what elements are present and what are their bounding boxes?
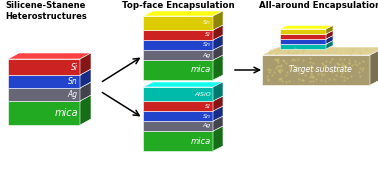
Text: Ag: Ag — [203, 52, 211, 57]
Bar — [143, 111, 213, 121]
Polygon shape — [143, 35, 223, 40]
Polygon shape — [143, 82, 223, 87]
Bar — [143, 101, 213, 111]
Polygon shape — [80, 95, 91, 125]
Bar — [8, 101, 80, 125]
Text: Sn: Sn — [68, 77, 78, 86]
Bar — [143, 121, 213, 131]
Text: Si: Si — [71, 62, 78, 71]
Polygon shape — [143, 11, 223, 16]
Polygon shape — [213, 106, 223, 121]
Bar — [8, 75, 80, 88]
Bar — [143, 40, 213, 50]
Bar — [143, 131, 213, 151]
Polygon shape — [213, 35, 223, 50]
Bar — [8, 88, 80, 101]
Bar — [262, 55, 370, 85]
Polygon shape — [80, 82, 91, 101]
Polygon shape — [213, 25, 223, 40]
Polygon shape — [213, 11, 223, 30]
Polygon shape — [326, 25, 333, 34]
Polygon shape — [213, 96, 223, 111]
Text: Sn: Sn — [203, 113, 211, 119]
Text: Ag: Ag — [68, 90, 78, 99]
Polygon shape — [8, 95, 91, 101]
Polygon shape — [213, 45, 223, 60]
Bar — [143, 87, 213, 101]
Polygon shape — [262, 47, 378, 55]
Text: AlSiO: AlSiO — [194, 92, 211, 97]
Text: All-around Encapsulation: All-around Encapsulation — [259, 1, 378, 10]
Text: Ag: Ag — [203, 124, 211, 129]
Text: Si: Si — [205, 103, 211, 108]
Polygon shape — [213, 55, 223, 80]
Text: Sn: Sn — [203, 20, 211, 25]
Polygon shape — [213, 116, 223, 131]
Bar — [143, 50, 213, 60]
Polygon shape — [143, 106, 223, 111]
Polygon shape — [280, 25, 333, 29]
Text: mica: mica — [54, 108, 78, 118]
Text: Top-face Encapsulation: Top-face Encapsulation — [122, 1, 234, 10]
Bar — [143, 60, 213, 80]
Polygon shape — [143, 96, 223, 101]
Polygon shape — [370, 47, 378, 85]
Text: Target substrate: Target substrate — [288, 66, 352, 75]
Bar — [280, 29, 326, 34]
Text: Sn: Sn — [203, 43, 211, 48]
Bar — [8, 59, 80, 75]
Polygon shape — [143, 25, 223, 30]
Polygon shape — [143, 55, 223, 60]
Bar — [143, 16, 213, 30]
Polygon shape — [143, 116, 223, 121]
Polygon shape — [280, 35, 333, 39]
Polygon shape — [326, 40, 333, 49]
Polygon shape — [143, 126, 223, 131]
Bar — [143, 30, 213, 40]
Polygon shape — [213, 126, 223, 151]
Polygon shape — [143, 45, 223, 50]
Polygon shape — [280, 40, 333, 44]
Polygon shape — [8, 82, 91, 88]
Text: mica: mica — [191, 136, 211, 145]
Polygon shape — [8, 53, 91, 59]
Polygon shape — [8, 69, 91, 75]
Text: Si: Si — [205, 33, 211, 38]
Polygon shape — [326, 30, 333, 39]
Text: mica: mica — [191, 66, 211, 75]
Polygon shape — [80, 69, 91, 88]
Text: Silicene-Stanene
Heterostructures: Silicene-Stanene Heterostructures — [5, 1, 87, 21]
Bar — [280, 44, 326, 49]
Polygon shape — [280, 30, 333, 34]
Bar — [280, 34, 326, 39]
Polygon shape — [80, 53, 91, 75]
Polygon shape — [213, 82, 223, 101]
Bar — [280, 39, 326, 44]
Polygon shape — [326, 35, 333, 44]
